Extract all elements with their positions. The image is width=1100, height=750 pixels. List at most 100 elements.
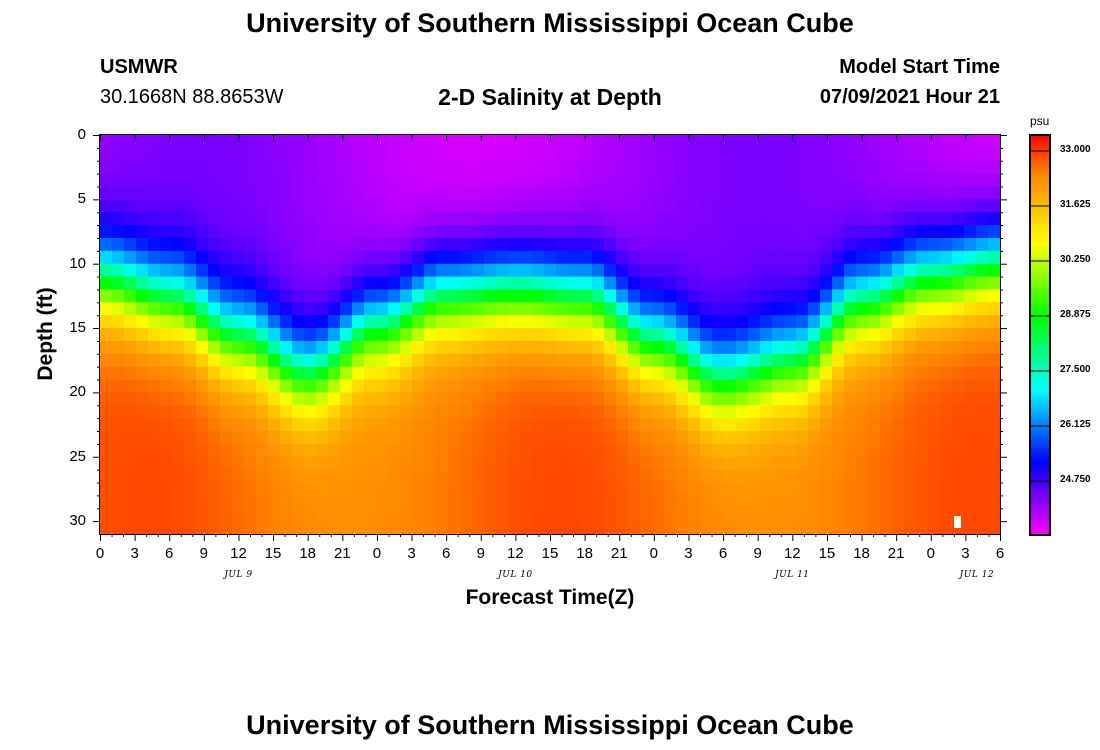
- heatmap-cell: [340, 212, 353, 226]
- heatmap-cell: [508, 186, 521, 200]
- heatmap-cell: [376, 482, 389, 496]
- heatmap-cell: [808, 418, 821, 432]
- heatmap-cell: [904, 508, 917, 522]
- heatmap-cell: [532, 405, 545, 419]
- heatmap-cell: [676, 289, 689, 303]
- heatmap-cell: [424, 443, 437, 458]
- heatmap-cell: [232, 250, 245, 265]
- heatmap-cell: [640, 276, 653, 291]
- heatmap-cell: [460, 147, 473, 162]
- heatmap-cell: [232, 418, 245, 432]
- heatmap-cell: [916, 379, 929, 394]
- heatmap-cell: [244, 469, 257, 484]
- heatmap-cell: [556, 418, 569, 432]
- heatmap-cell: [256, 366, 269, 381]
- heatmap-cell: [604, 495, 617, 509]
- heatmap-cell: [508, 276, 521, 291]
- heatmap-cell: [652, 289, 665, 303]
- heatmap-cell: [340, 340, 353, 355]
- heatmap-cell: [568, 443, 581, 458]
- heatmap-cell: [928, 521, 941, 535]
- heatmap-cell: [436, 289, 449, 303]
- heatmap-cell: [616, 443, 629, 458]
- heatmap-cell: [400, 379, 413, 394]
- heatmap-cell: [316, 199, 329, 213]
- heatmap-cell: [676, 199, 689, 213]
- heatmap-cell: [988, 405, 1001, 419]
- heatmap-cell: [496, 315, 509, 329]
- heatmap-cell: [352, 418, 365, 432]
- heatmap-cell: [100, 276, 113, 291]
- heatmap-cell: [808, 392, 821, 406]
- heatmap-cell: [892, 469, 905, 484]
- heatmap-cell: [352, 263, 365, 278]
- heatmap-cell: [172, 289, 185, 303]
- heatmap-cell: [400, 469, 413, 484]
- heatmap-cell: [832, 302, 845, 316]
- heatmap-cell: [268, 353, 281, 368]
- heatmap-cell: [580, 289, 593, 303]
- heatmap-cell: [760, 366, 773, 381]
- heatmap-cell: [700, 328, 713, 342]
- heatmap-cell: [760, 405, 773, 419]
- heatmap-cell: [136, 225, 149, 239]
- x-tick-label: 12: [507, 545, 524, 562]
- heatmap-cell: [436, 315, 449, 329]
- heatmap-cell: [628, 173, 641, 188]
- heatmap-cell: [820, 469, 833, 484]
- heatmap-cell: [148, 289, 161, 303]
- heatmap-cell: [664, 250, 677, 265]
- heatmap-cell: [328, 173, 341, 188]
- heatmap-cell: [220, 456, 233, 471]
- heatmap-cell: [316, 495, 329, 509]
- heatmap-cell: [772, 392, 785, 406]
- heatmap-cell: [508, 521, 521, 535]
- heatmap-cell: [820, 340, 833, 355]
- heatmap-cell: [124, 353, 137, 368]
- heatmap-cell: [688, 405, 701, 419]
- heatmap-cell: [220, 237, 233, 252]
- heatmap-cell: [628, 135, 641, 149]
- heatmap-cell: [652, 315, 665, 329]
- heatmap-cell: [196, 521, 209, 535]
- heatmap-cell: [472, 469, 485, 484]
- heatmap-cell: [388, 147, 401, 162]
- heatmap-cell: [124, 443, 137, 458]
- heatmap-cell: [844, 160, 857, 175]
- heatmap-cell: [616, 521, 629, 535]
- heatmap-cell: [328, 366, 341, 381]
- heatmap-cell: [112, 469, 125, 484]
- heatmap-cell: [328, 315, 341, 329]
- heatmap-cell: [724, 160, 737, 175]
- heatmap-cell: [364, 443, 377, 458]
- heatmap-cell: [628, 237, 641, 252]
- heatmap-cell: [496, 521, 509, 535]
- heatmap-cell: [136, 495, 149, 509]
- heatmap-cell: [880, 353, 893, 368]
- heatmap-cell: [460, 135, 473, 149]
- heatmap-cell: [400, 289, 413, 303]
- heatmap-cell: [688, 495, 701, 509]
- heatmap-cell: [988, 456, 1001, 471]
- heatmap-cell: [280, 405, 293, 419]
- heatmap-cell: [160, 147, 173, 162]
- heatmap-cell: [976, 508, 989, 522]
- heatmap-cell: [892, 173, 905, 188]
- heatmap-cell: [508, 495, 521, 509]
- heatmap-cell: [508, 212, 521, 226]
- heatmap-cell: [244, 431, 257, 445]
- heatmap-cell: [376, 418, 389, 432]
- heatmap-cell: [388, 392, 401, 406]
- heatmap-cell: [568, 147, 581, 162]
- heatmap-cell: [304, 212, 317, 226]
- heatmap-cell: [700, 418, 713, 432]
- heatmap-cell: [652, 379, 665, 394]
- heatmap-cell: [892, 135, 905, 149]
- heatmap-cell: [988, 135, 1001, 149]
- heatmap-cell: [208, 212, 221, 226]
- heatmap-cell: [796, 160, 809, 175]
- heatmap-cell: [532, 302, 545, 316]
- heatmap-cell: [172, 469, 185, 484]
- heatmap-cell: [796, 315, 809, 329]
- heatmap-cell: [100, 521, 113, 535]
